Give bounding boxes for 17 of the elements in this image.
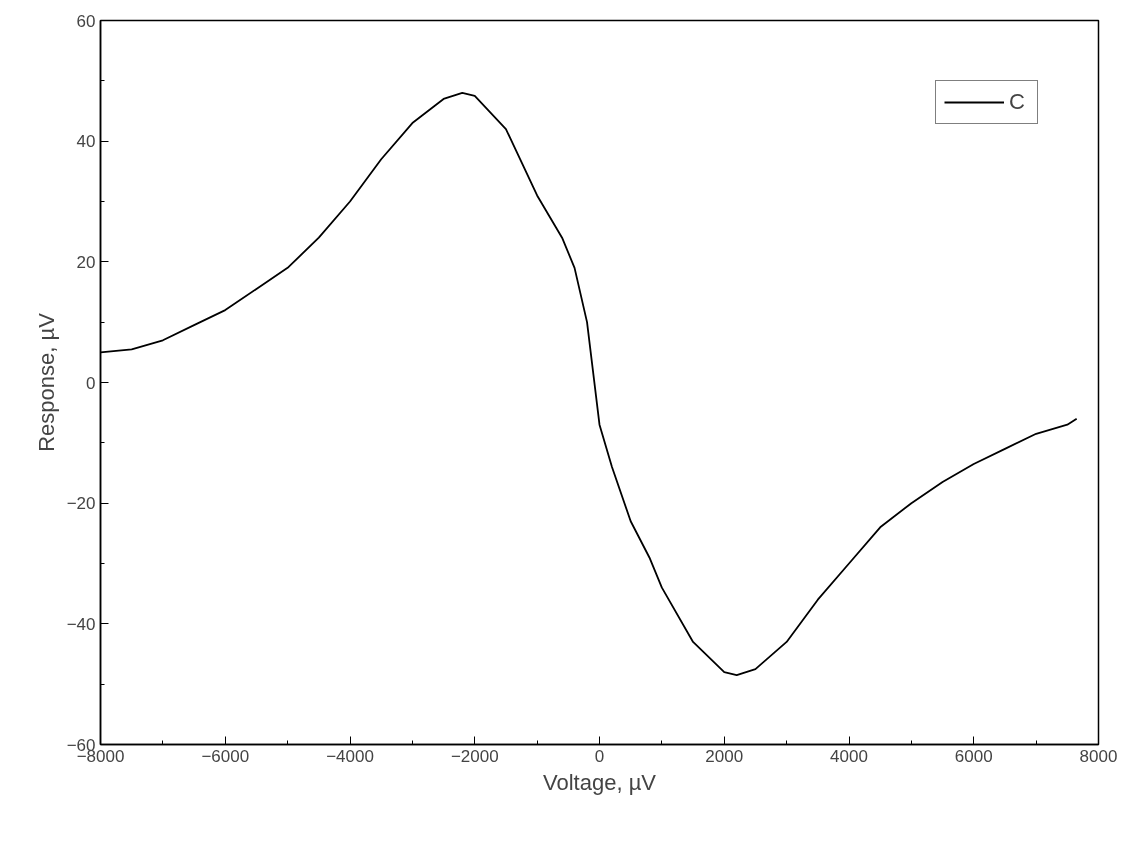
x-axis-title: Voltage, µV [543,769,657,795]
x-tick-label: 2000 [705,746,744,766]
y-tick-label: −20 [66,494,96,514]
x-tick-label: 6000 [954,746,993,766]
y-tick-label: 60 [76,11,96,31]
y-tick-label: −40 [66,614,96,634]
x-tick-label: 4000 [830,746,868,766]
x-tick-label: −2000 [450,746,499,766]
y-axis-title: Response, µV [33,312,59,452]
x-tick-label: −6000 [201,746,250,766]
x-tick-label: −4000 [326,746,374,766]
y-tick-label: 40 [76,132,96,152]
x-tick-label: 0 [594,746,605,766]
y-tick-label: 0 [86,373,96,393]
x-tick-label: 8000 [1079,746,1118,766]
legend-label: C [1009,89,1026,115]
y-tick-label: 20 [76,252,96,272]
